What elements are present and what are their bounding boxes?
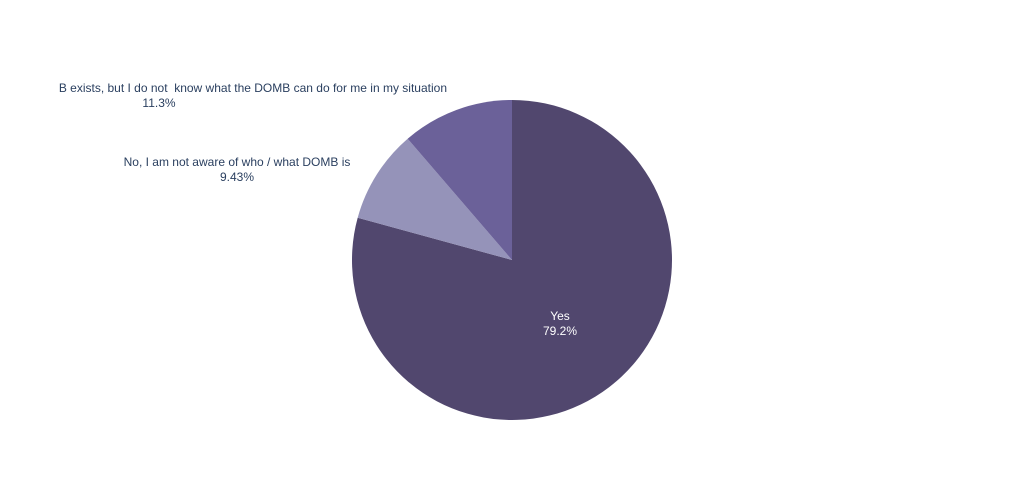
slice-label: B exists, but I do not know what the DOM… bbox=[59, 81, 447, 95]
slice-value-label: 9.43% bbox=[220, 170, 254, 184]
pie-slice bbox=[352, 100, 673, 420]
pie-slice bbox=[357, 138, 512, 260]
slice-label: Yes bbox=[550, 309, 570, 323]
slice-value-label: 11.3% bbox=[142, 96, 175, 110]
pie-slice bbox=[407, 100, 512, 260]
slice-label: No, I am not aware of who / what DOMB is bbox=[124, 155, 351, 169]
slice-value-label: 79.2% bbox=[543, 324, 577, 338]
